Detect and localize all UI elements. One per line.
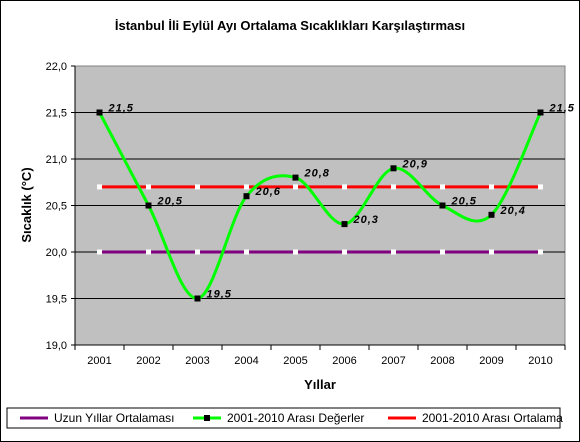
- data-point: [537, 109, 544, 116]
- data-label: 20,5: [451, 196, 477, 208]
- x-tick-label: 2008: [430, 355, 454, 367]
- data-labels: 21,5 20,5 19,5 20,6 20,8 20,3 20,9 20,5 20,4 21,5: [108, 103, 575, 301]
- data-label: 21,5: [108, 103, 134, 115]
- data-point: [391, 249, 396, 255]
- data-point: [489, 184, 494, 190]
- data-point: [293, 184, 298, 190]
- data-label: 21,5: [549, 103, 575, 115]
- data-point: [243, 193, 250, 200]
- legend-marker: [204, 415, 210, 421]
- legend-box: [6, 407, 561, 429]
- data-point: [244, 184, 249, 190]
- data-point: [440, 184, 445, 190]
- data-point: [440, 249, 445, 255]
- y-axis-title: Sıcaklık (°C): [19, 167, 34, 242]
- series-layer: [96, 109, 544, 302]
- data-point: [293, 249, 298, 255]
- x-tick-label: 2003: [185, 355, 209, 367]
- y-axis: 19,0 19,5 20,0 20,5 21,0 21,5 22,0: [46, 61, 76, 352]
- x-tick-label: 2002: [136, 355, 160, 367]
- data-label: 20,6: [255, 186, 281, 198]
- data-label: 19,5: [207, 289, 232, 301]
- data-point: [342, 184, 347, 190]
- x-tick-label: 2001: [87, 355, 111, 367]
- y-tick-label: 22,0: [46, 61, 67, 73]
- data-point: [341, 221, 348, 228]
- data-label: 20,3: [353, 214, 379, 226]
- data-label: 20,5: [157, 196, 183, 208]
- data-point: [97, 249, 102, 255]
- x-tick-label: 2009: [479, 355, 503, 367]
- data-point: [390, 165, 397, 172]
- data-point: [439, 202, 446, 209]
- x-tick-label: 2006: [332, 355, 356, 367]
- data-point: [538, 184, 543, 190]
- data-point: [146, 249, 151, 255]
- data-label: 20,8: [304, 168, 330, 180]
- data-point: [195, 184, 200, 190]
- data-point: [292, 174, 299, 181]
- x-tick-label: 2007: [381, 355, 405, 367]
- x-tick-label: 2004: [234, 355, 258, 367]
- data-point: [96, 109, 103, 116]
- x-tick-label: 2005: [283, 355, 307, 367]
- chart-title: İstanbul İli Eylül Ayı Ortalama Sıcaklık…: [115, 18, 465, 33]
- y-tick-label: 19,0: [46, 340, 67, 352]
- legend-entry: 2001-2010 Arası Değerler: [227, 411, 364, 425]
- data-point: [97, 184, 102, 190]
- data-point: [145, 202, 152, 209]
- legend-entry: Uzun Yıllar Ortalaması: [54, 411, 175, 425]
- legend: Uzun Yıllar Ortalaması 2001-2010 Arası De…: [6, 407, 563, 429]
- y-tick-label: 21,5: [46, 108, 67, 120]
- series-line: [98, 111, 542, 300]
- y-tick-label: 20,0: [46, 247, 67, 259]
- data-point: [244, 249, 249, 255]
- x-tick-label: 2010: [528, 355, 552, 367]
- x-axis: 2001 2002 2003 2004 2005 2006 2007 2008 2009 2010: [74, 344, 566, 367]
- data-point: [489, 249, 494, 255]
- data-point: [391, 184, 396, 190]
- data-point: [146, 184, 151, 190]
- y-tick-label: 19,5: [46, 294, 67, 306]
- y-tick-label: 21,0: [46, 154, 67, 166]
- data-label: 20,9: [402, 158, 428, 170]
- legend-entry: 2001-2010 Arası Ortalama: [422, 411, 563, 425]
- data-point: [195, 249, 200, 255]
- data-point: [194, 295, 201, 302]
- data-point: [342, 249, 347, 255]
- x-axis-title: Yıllar: [304, 377, 336, 392]
- y-tick-label: 20,5: [46, 201, 67, 213]
- data-label: 20,4: [500, 205, 526, 217]
- data-point: [538, 249, 543, 255]
- data-point: [488, 211, 495, 218]
